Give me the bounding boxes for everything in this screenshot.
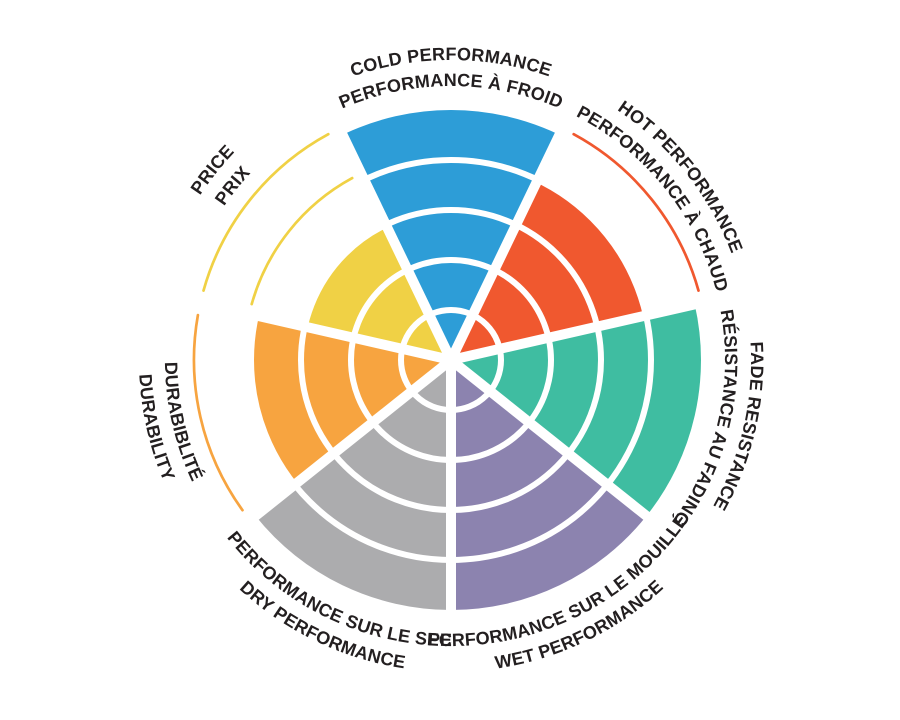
label-cold-performance-fr: PERFORMANCE À FROID: [336, 70, 566, 112]
sector-gap-line: [446, 120, 570, 363]
unfilled-level-arc-price-4: [250, 176, 354, 306]
unfilled-level-arc-price-5: [202, 132, 330, 292]
sector-gap-line: [193, 296, 453, 365]
label-text-cold-performance-fr: PERFORMANCE À FROID: [336, 70, 566, 112]
sector-fill-dry-performance: [255, 360, 451, 610]
sector-dry-performance: [255, 360, 451, 610]
sector-fill-fade-resistance: [451, 304, 701, 516]
label-hot-performance-en: HOT PERFORMANCE: [615, 97, 747, 256]
sector-wet-performance: [451, 360, 647, 610]
sector-cold-performance: [342, 110, 560, 360]
sector-gap-line: [242, 356, 455, 528]
sector-gap-line: [332, 120, 456, 363]
unfilled-level-arc-hot-performance-5: [572, 132, 700, 292]
label-text-hot-performance-en: HOT PERFORMANCE: [615, 97, 747, 256]
unfilled-level-arc-durability-5: [192, 313, 244, 512]
sector-gap-line: [449, 296, 709, 365]
sector-fade-resistance: [451, 304, 701, 516]
sector-gap-line: [447, 356, 660, 528]
sector-fill-wet-performance: [451, 360, 647, 610]
sector-gap-lines: [193, 120, 709, 623]
sector-fill-cold-performance: [342, 110, 560, 360]
